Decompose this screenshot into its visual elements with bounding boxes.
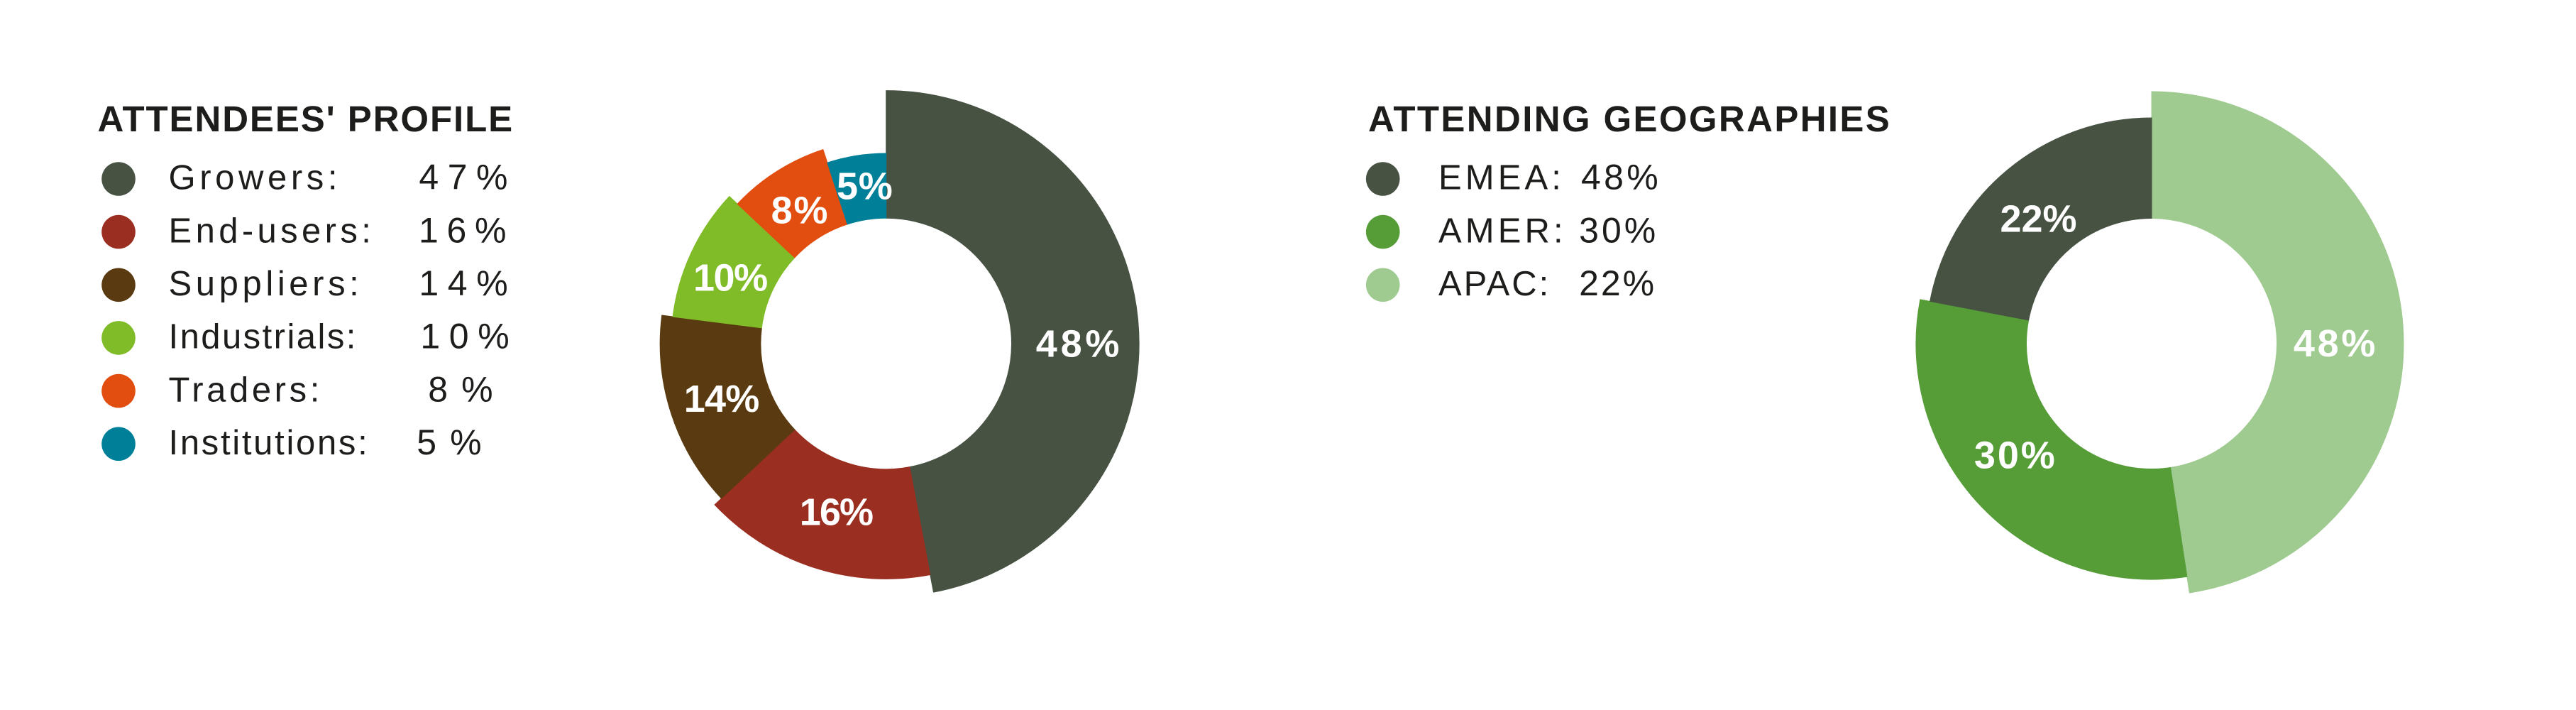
svg-text:APAC:: APAC: (1438, 265, 1551, 303)
svg-text:EMEA:: EMEA: (1438, 159, 1565, 197)
svg-text:8%: 8% (428, 369, 506, 409)
svg-text:30%: 30% (1579, 210, 1658, 250)
svg-text:ATTENDING GEOGRAPHIES: ATTENDING GEOGRAPHIES (1368, 99, 1891, 139)
svg-text:22%: 22% (1579, 263, 1656, 303)
svg-text:Suppliers:: Suppliers: (169, 265, 363, 303)
svg-text:8%: 8% (771, 190, 830, 232)
svg-text:Industrials:: Industrials: (169, 318, 358, 356)
svg-text:End-users:: End-users: (169, 212, 375, 250)
svg-text:AMER:: AMER: (1438, 212, 1567, 250)
svg-text:16%: 16% (800, 491, 873, 534)
svg-text:16%: 16% (419, 210, 514, 250)
svg-text:Institutions:: Institutions: (169, 424, 370, 462)
svg-text:Traders:: Traders: (169, 371, 323, 409)
svg-text:30%: 30% (1974, 435, 2057, 477)
svg-text:48%: 48% (1581, 158, 1661, 197)
svg-text:10%: 10% (420, 317, 518, 356)
svg-text:14%: 14% (684, 378, 759, 420)
svg-text:48%: 48% (2294, 322, 2378, 365)
svg-text:5%: 5% (417, 422, 495, 462)
svg-text:5%: 5% (837, 165, 893, 207)
svg-text:48%: 48% (1036, 323, 1123, 366)
svg-text:ATTENDEES' PROFILE: ATTENDEES' PROFILE (98, 99, 514, 139)
svg-text:47%: 47% (419, 158, 517, 197)
svg-text:22%: 22% (2000, 198, 2076, 241)
svg-text:10%: 10% (693, 257, 767, 300)
svg-text:Growers:: Growers: (169, 159, 342, 197)
svg-text:14%: 14% (419, 263, 517, 303)
